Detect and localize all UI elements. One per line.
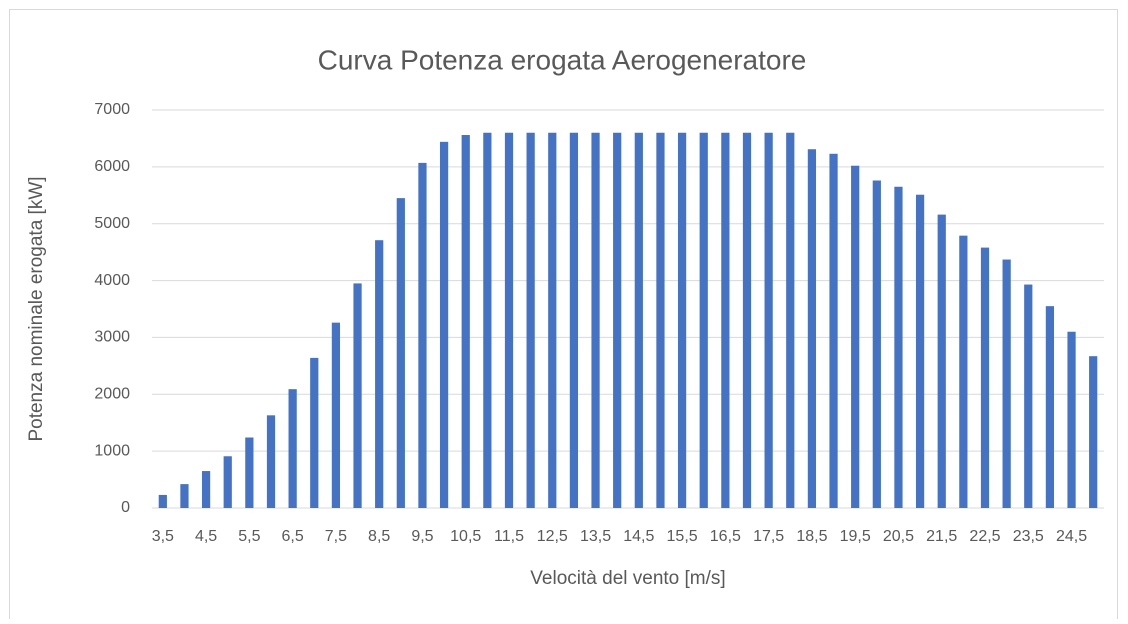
y-tick-label: 7000	[94, 101, 130, 118]
bar	[396, 198, 405, 508]
x-tick-label: 18,5	[796, 528, 827, 545]
bar	[180, 484, 189, 508]
y-tick-label: 2000	[94, 386, 130, 403]
bar	[569, 132, 579, 508]
bar	[613, 132, 622, 508]
x-tick-label: 23,5	[1013, 528, 1044, 545]
x-tick-label: 11,5	[494, 528, 524, 545]
bar	[245, 437, 254, 508]
x-tick-label: 5,5	[238, 528, 260, 545]
x-tick-label: 16,5	[710, 528, 741, 545]
bar	[677, 132, 687, 508]
bar	[548, 132, 557, 508]
x-tick-label: 7,5	[325, 528, 347, 545]
bar	[158, 494, 167, 508]
y-tick-label: 4000	[94, 272, 130, 289]
bar	[375, 240, 384, 508]
bar	[461, 135, 470, 508]
y-tick-label: 6000	[94, 158, 130, 175]
x-tick-label: 17,5	[753, 528, 784, 545]
x-tick-label: 10,5	[450, 528, 481, 545]
bar	[288, 389, 297, 508]
x-tick-label: 20,5	[883, 528, 914, 545]
bar	[959, 235, 968, 508]
bar	[331, 322, 341, 508]
bar	[418, 162, 427, 508]
x-tick-label: 21,5	[926, 528, 957, 545]
bar	[937, 214, 946, 509]
x-tick-label: 24,5	[1056, 528, 1087, 545]
bar	[1045, 306, 1055, 508]
bar	[829, 153, 838, 508]
chart-title: Curva Potenza erogata Aerogeneratore	[318, 44, 807, 75]
bar	[504, 132, 514, 508]
y-axis-label: Potenza nominale erogata [kW]	[26, 176, 47, 441]
bar	[807, 149, 817, 508]
bar	[1002, 259, 1011, 508]
x-tick-label: 9,5	[411, 528, 433, 545]
bar	[742, 132, 752, 508]
bar	[266, 415, 276, 508]
x-tick-label: 3,5	[152, 528, 174, 545]
bar	[223, 456, 232, 508]
x-tick-label: 8,5	[368, 528, 390, 545]
x-axis-label: Velocità del vento [m/s]	[530, 568, 725, 589]
bar	[872, 180, 881, 508]
x-tick-label: 6,5	[282, 528, 304, 545]
bar	[894, 186, 903, 508]
y-tick-label: 3000	[94, 329, 130, 346]
bar	[915, 194, 925, 508]
bar	[201, 471, 211, 508]
bar	[1089, 356, 1098, 508]
x-tick-label: 12,5	[537, 528, 568, 545]
bar	[353, 283, 362, 508]
x-tick-label: 14,5	[623, 528, 654, 545]
chart-frame	[9, 9, 1118, 624]
bar	[699, 132, 708, 508]
bar	[656, 132, 665, 508]
bar	[764, 132, 773, 508]
bar	[786, 132, 795, 508]
x-tick-label: 15,5	[667, 528, 698, 545]
bar	[483, 132, 492, 508]
y-tick-label: 5000	[94, 215, 130, 232]
y-tick-label: 1000	[94, 442, 130, 459]
x-tick-label: 19,5	[840, 528, 871, 545]
y-tick-label: 0	[121, 499, 130, 516]
x-tick-label: 22,5	[969, 528, 1000, 545]
bar	[634, 132, 643, 508]
x-tick-label: 13,5	[580, 528, 611, 545]
bar	[526, 132, 535, 508]
bar	[310, 357, 319, 508]
x-tick-label: 4,5	[195, 528, 217, 545]
bar	[1067, 331, 1076, 508]
bar	[980, 247, 990, 508]
bar	[721, 132, 730, 508]
bar	[439, 141, 449, 508]
bar	[591, 132, 600, 508]
bar	[851, 165, 860, 508]
bar	[1024, 284, 1033, 508]
